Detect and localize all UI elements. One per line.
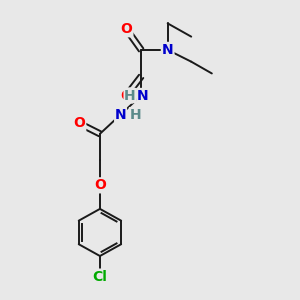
Text: N: N <box>137 88 148 103</box>
Text: O: O <box>74 116 85 130</box>
Text: N: N <box>115 108 126 122</box>
Text: O: O <box>121 88 132 103</box>
Text: O: O <box>94 178 106 192</box>
Text: H: H <box>130 108 141 122</box>
Text: H: H <box>124 88 136 103</box>
Text: Cl: Cl <box>92 270 107 283</box>
Text: N: N <box>162 43 173 57</box>
Text: O: O <box>121 22 132 36</box>
